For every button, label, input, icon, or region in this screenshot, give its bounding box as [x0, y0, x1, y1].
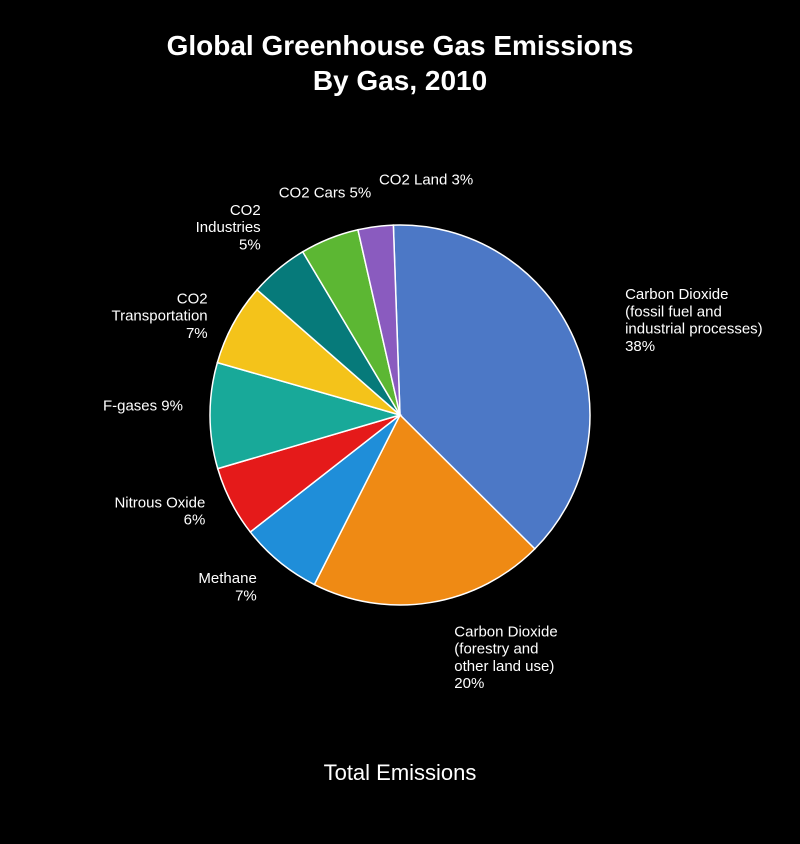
slice-label-fgases: F-gases 9%: [103, 398, 183, 415]
pie-chart: Carbon Dioxide(fossil fuel andindustrial…: [0, 0, 800, 844]
chart-caption: Total Emissions: [0, 760, 800, 786]
slice-label-co2-transport: CO2Transportation7%: [111, 290, 207, 342]
slice-label-nitrous-oxide: Nitrous Oxide6%: [114, 494, 205, 528]
slice-label-co2-land: CO2 Land 3%: [379, 172, 473, 189]
slice-label-co2-forestry: Carbon Dioxide(forestry andother land us…: [454, 623, 557, 692]
slice-label-co2-cars: CO2 Cars 5%: [279, 184, 372, 201]
slice-label-co2-fossil: Carbon Dioxide(fossil fuel andindustrial…: [625, 286, 763, 355]
slice-label-co2-industries: CO2Industries5%: [196, 202, 261, 254]
slice-label-methane: Methane7%: [198, 570, 256, 604]
